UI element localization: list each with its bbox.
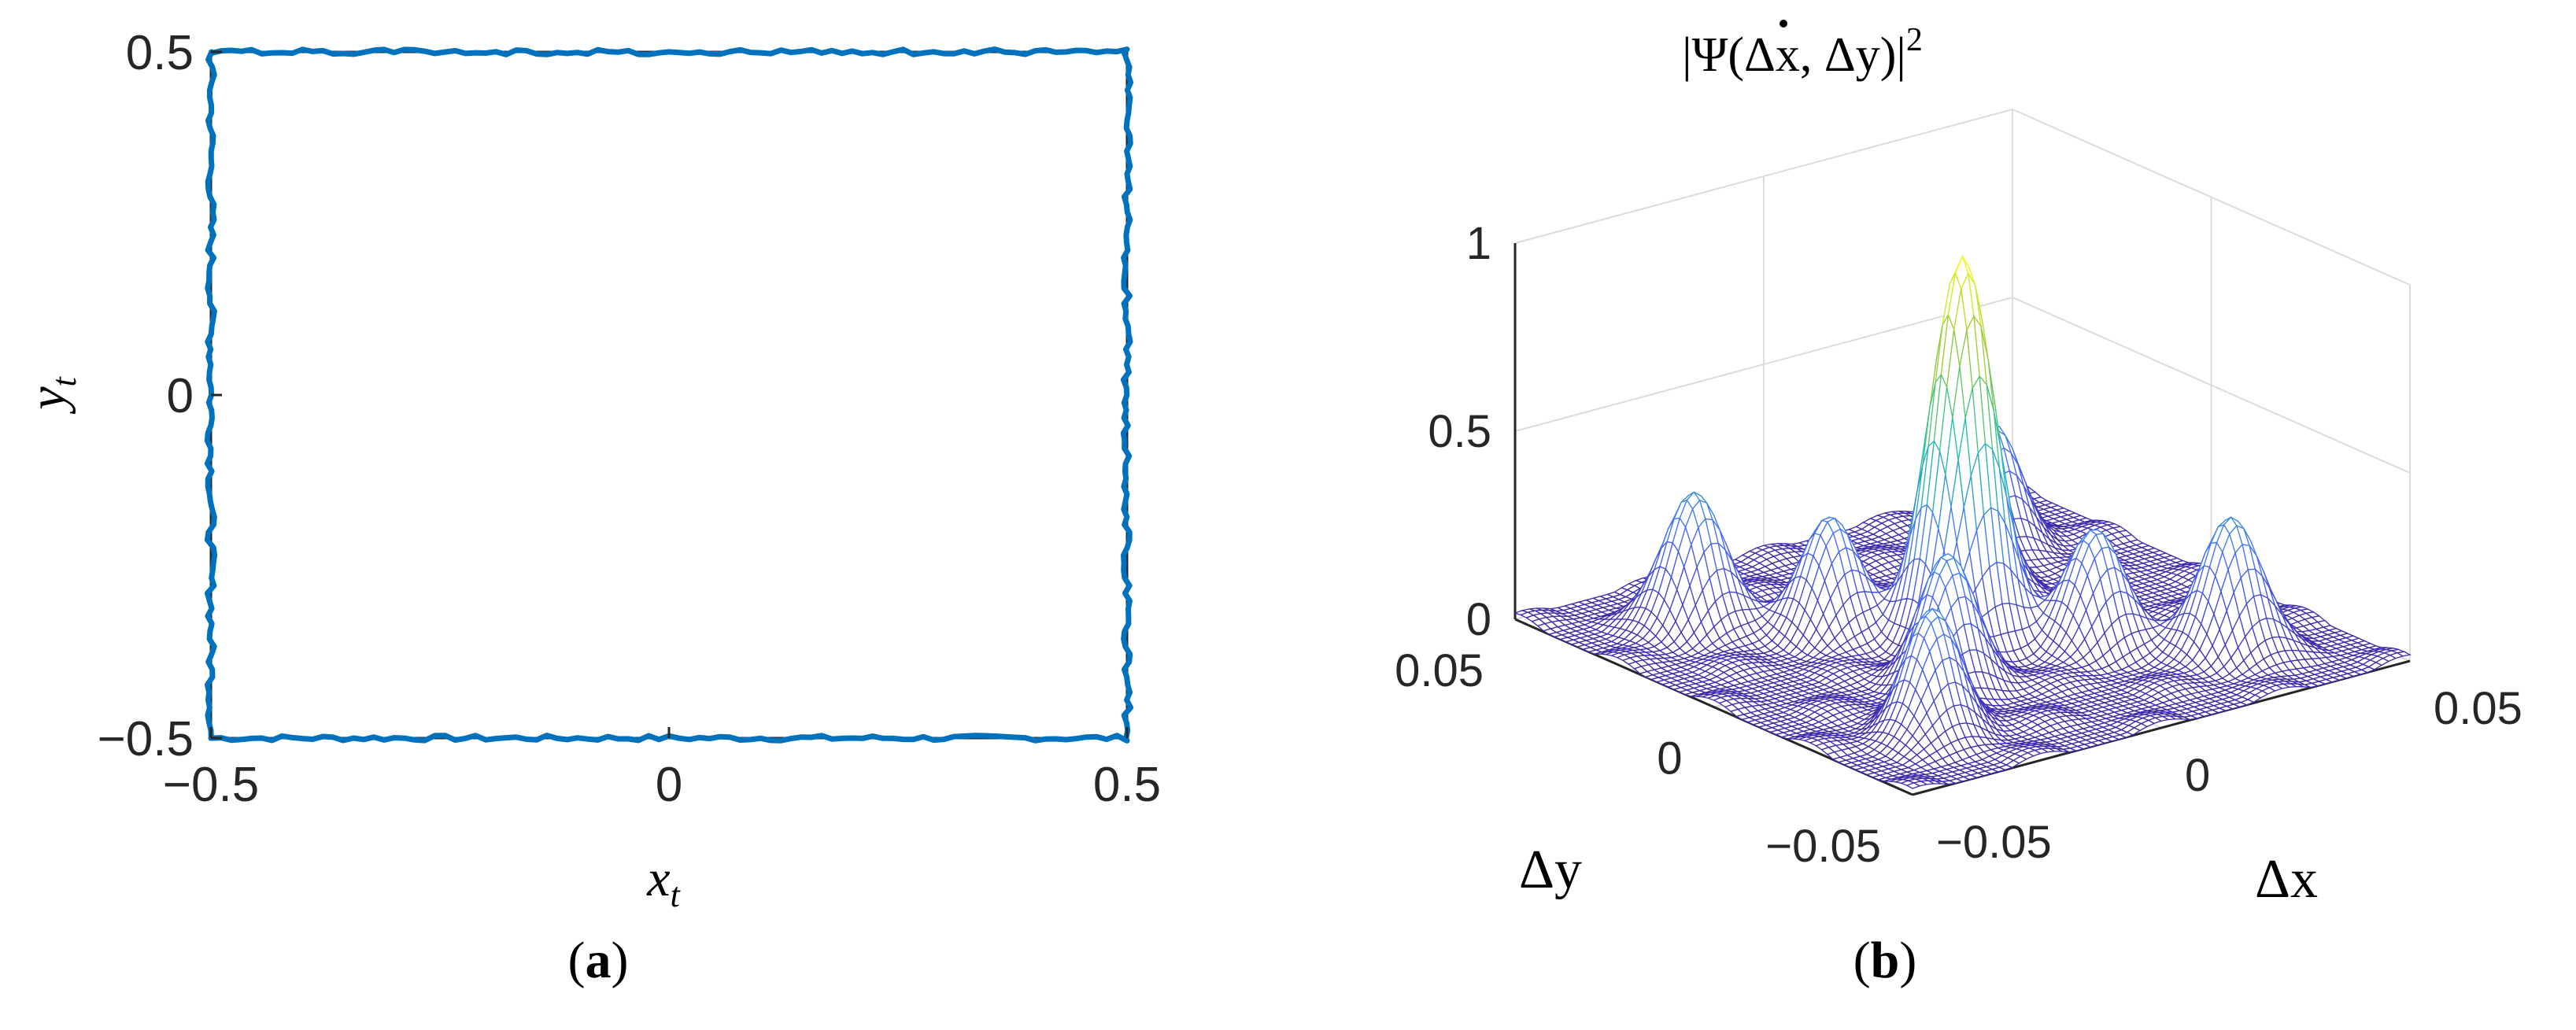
panel-a-tick-labels: −0.5 0 0.5 −0.5 0 0.5 [98,26,1162,812]
panel-b-ylabel: Δy [1519,840,1582,900]
panel-a-ylabel: yt [19,375,83,414]
panel-a-ytick-label: −0.5 [98,712,194,766]
panel-b-xtick-label: −0.05 [1936,817,2052,868]
panel-b-xtick-label: 0 [2185,750,2210,801]
panel-b-ztick-label: 0.5 [1428,406,1491,457]
panel-a-xtick-label: −0.5 [163,758,259,812]
panel-b-title-dot [1780,20,1787,28]
panel-a-chart: −0.5 0 0.5 −0.5 0 0.5 xt yt (a) [19,26,1161,989]
panel-b-ytick-label: −0.05 [1765,821,1881,872]
panel-b-ztick-label: 0 [1466,594,1491,645]
panel-a-label: (a) [568,932,629,989]
panel-a-axes-box [209,50,1129,740]
panel-b-title: |Ψ(Δx, Δy)|2 [1682,22,1923,82]
panel-a-ytick-label: 0.5 [126,26,194,80]
panel-b-ytick-label: 0.05 [1395,645,1484,696]
panel-b-label: (b) [1853,932,1917,989]
panel-b-ztick-label: 1 [1466,218,1491,269]
panel-a-xtick-label: 0.5 [1093,758,1161,812]
panel-b-surface-mesh [1513,255,2412,789]
panel-a-xlabel: xt [646,850,681,914]
panel-b-xlabel: Δx [2255,849,2318,910]
panel-b-ytick-label: 0 [1657,733,1682,784]
panel-a-boundary-curve [204,46,1134,744]
panel-a-xtick-label: 0 [656,758,682,812]
panel-a-ytick-label: 0 [167,369,194,423]
panel-a-axes [209,50,1129,740]
panel-b-xtick-label: 0.05 [2434,683,2522,734]
